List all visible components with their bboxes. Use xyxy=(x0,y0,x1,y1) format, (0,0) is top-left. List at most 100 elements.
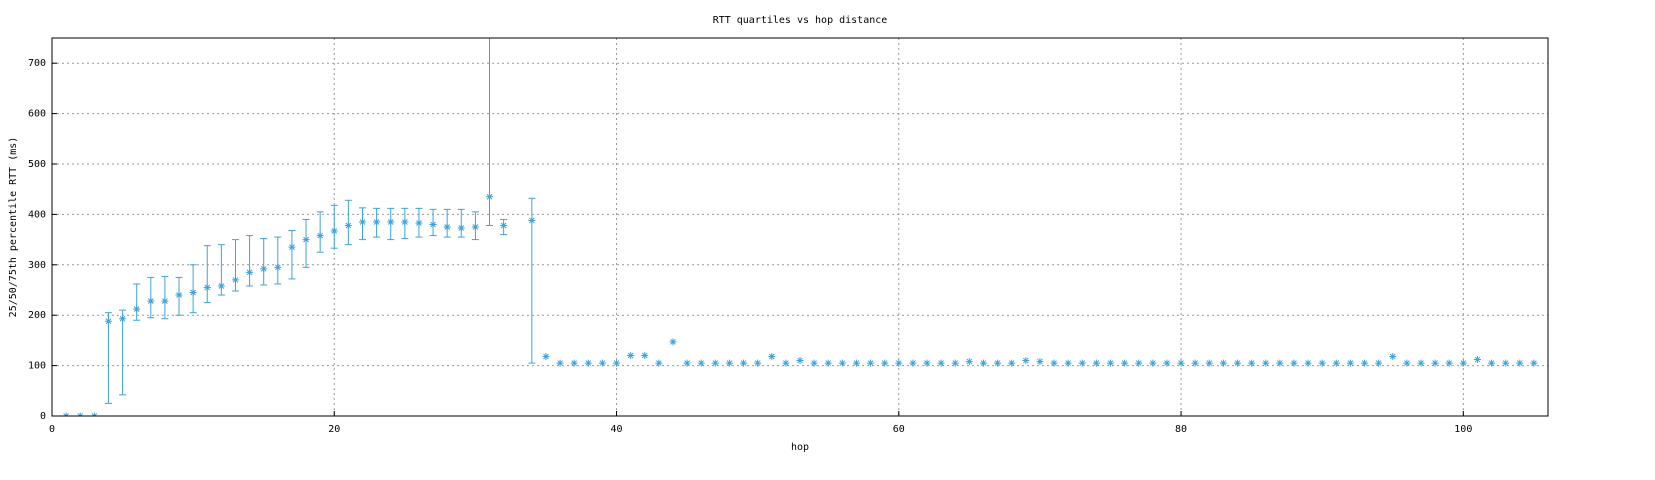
median-point xyxy=(1276,359,1284,367)
median-point xyxy=(1445,359,1453,367)
median-point xyxy=(1403,359,1411,367)
median-point xyxy=(1516,359,1524,367)
y-tick-label: 700 xyxy=(28,58,46,69)
median-point xyxy=(895,359,903,367)
median-point xyxy=(909,359,917,367)
median-point xyxy=(104,317,112,325)
median-point xyxy=(528,216,536,224)
median-point xyxy=(1530,359,1538,367)
median-point xyxy=(1262,359,1270,367)
median-point xyxy=(782,359,790,367)
median-point xyxy=(740,359,748,367)
median-point xyxy=(838,359,846,367)
median-point xyxy=(373,218,381,226)
median-point xyxy=(161,297,169,305)
median-point xyxy=(1177,359,1185,367)
y-axis-label: 25/50/75th percentile RTT (ms) xyxy=(8,137,19,318)
median-point xyxy=(203,283,211,291)
median-point xyxy=(937,359,945,367)
median-point xyxy=(443,223,451,231)
median-point xyxy=(133,305,141,313)
median-point xyxy=(824,359,832,367)
median-point xyxy=(1219,359,1227,367)
x-tick-label: 80 xyxy=(1175,424,1187,435)
median-point xyxy=(613,359,621,367)
median-point xyxy=(344,221,352,229)
median-point xyxy=(725,359,733,367)
y-tick-label: 500 xyxy=(28,159,46,170)
median-point xyxy=(119,315,127,323)
y-tick-label: 300 xyxy=(28,260,46,271)
median-point xyxy=(1375,359,1383,367)
median-point xyxy=(711,359,719,367)
median-point xyxy=(1332,359,1340,367)
median-point xyxy=(457,224,465,232)
median-point xyxy=(1064,359,1072,367)
median-point xyxy=(316,232,324,240)
x-tick-label: 60 xyxy=(893,424,905,435)
median-point xyxy=(570,359,578,367)
median-point xyxy=(1346,359,1354,367)
median-point xyxy=(796,357,804,365)
median-point xyxy=(965,358,973,366)
median-point xyxy=(655,359,663,367)
median-point xyxy=(1163,359,1171,367)
median-point xyxy=(471,223,479,231)
y-tick-label: 100 xyxy=(28,361,46,372)
median-point xyxy=(923,359,931,367)
median-point xyxy=(1459,359,1467,367)
median-point xyxy=(231,276,239,284)
median-point xyxy=(810,359,818,367)
median-point xyxy=(1431,359,1439,367)
y-tick-label: 400 xyxy=(28,209,46,220)
chart-title: RTT quartiles vs hop distance xyxy=(713,15,888,26)
median-point xyxy=(1121,359,1129,367)
x-tick-label: 40 xyxy=(611,424,623,435)
median-point xyxy=(1318,359,1326,367)
median-point xyxy=(556,359,564,367)
median-point xyxy=(1290,359,1298,367)
median-point xyxy=(260,265,268,273)
median-point xyxy=(1473,356,1481,364)
median-point xyxy=(979,359,987,367)
median-point xyxy=(754,359,762,367)
median-point xyxy=(1304,359,1312,367)
x-tick-label: 100 xyxy=(1454,424,1472,435)
median-point xyxy=(867,359,875,367)
median-point xyxy=(1008,359,1016,367)
median-point xyxy=(852,359,860,367)
median-point xyxy=(401,218,409,226)
median-point xyxy=(697,359,705,367)
median-point xyxy=(1078,359,1086,367)
median-point xyxy=(217,282,225,290)
median-point xyxy=(1361,359,1369,367)
median-point xyxy=(415,219,423,227)
median-point xyxy=(1149,359,1157,367)
median-point xyxy=(641,352,649,360)
median-point xyxy=(542,353,550,361)
y-tick-label: 200 xyxy=(28,310,46,321)
median-point xyxy=(288,243,296,251)
median-point xyxy=(881,359,889,367)
median-point xyxy=(627,352,635,360)
median-point xyxy=(1050,359,1058,367)
median-point xyxy=(1248,359,1256,367)
median-point xyxy=(1389,353,1397,361)
median-point xyxy=(147,297,155,305)
median-point xyxy=(175,291,183,299)
median-point xyxy=(1417,359,1425,367)
median-point xyxy=(1488,359,1496,367)
plot-area xyxy=(62,38,1538,416)
median-point xyxy=(768,353,776,361)
median-point xyxy=(246,268,254,276)
median-point xyxy=(1135,359,1143,367)
median-point xyxy=(584,359,592,367)
median-point xyxy=(429,220,437,228)
y-tick-label: 0 xyxy=(40,411,46,422)
median-point xyxy=(1036,358,1044,366)
median-point xyxy=(598,359,606,367)
median-point xyxy=(189,289,197,297)
median-point xyxy=(387,218,395,226)
